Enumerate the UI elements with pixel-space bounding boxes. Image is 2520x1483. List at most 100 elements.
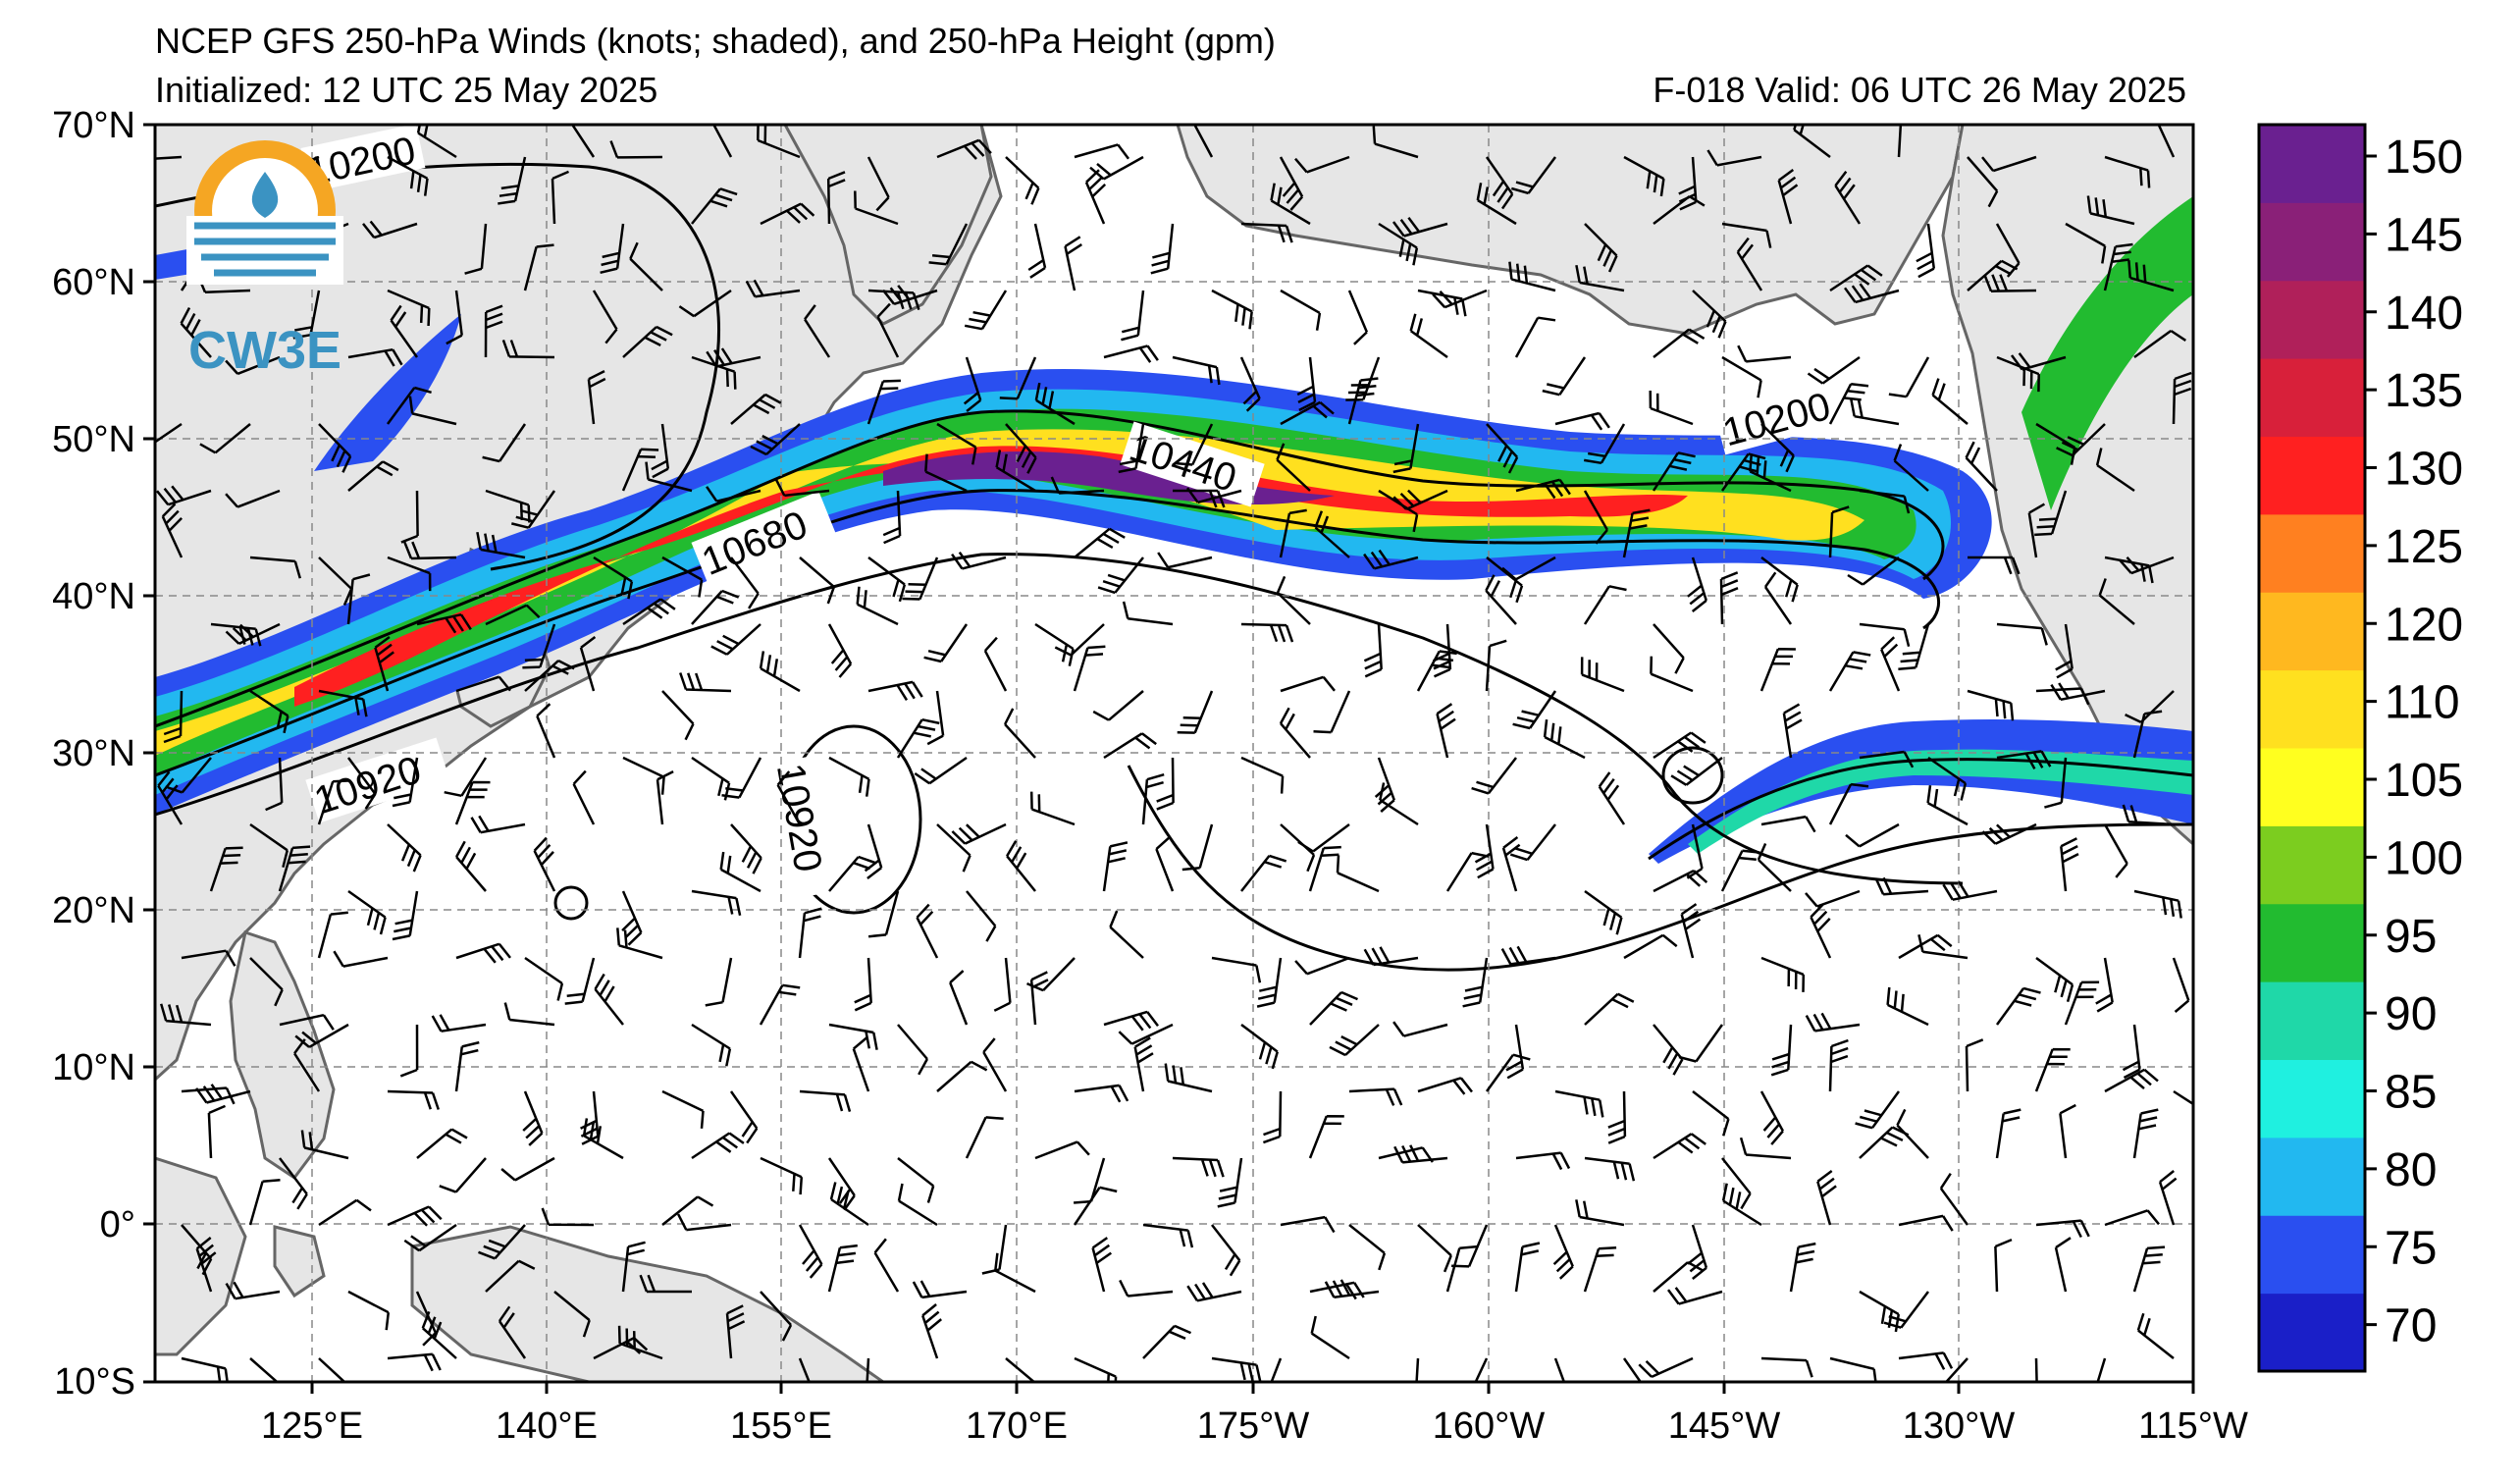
wind-barb <box>1509 823 1556 862</box>
wind-barb <box>1485 1053 1531 1092</box>
wind-barb <box>882 285 938 305</box>
wind-barb <box>1279 156 1304 211</box>
wind-barb <box>1554 1089 1604 1118</box>
wind-barb <box>484 304 503 358</box>
lon-label-125e: 125°E <box>261 1405 363 1447</box>
wind-barb <box>1329 1024 1380 1057</box>
contour-southern <box>1127 765 2193 972</box>
wind-barb <box>1575 1199 1625 1227</box>
wind-barb <box>387 289 431 327</box>
wind-barb <box>1805 889 1861 908</box>
wind-barb <box>2065 222 2107 264</box>
wind-barb <box>2035 687 2090 706</box>
colorbar-swatch <box>2259 125 2365 203</box>
wind-barb <box>1485 574 1517 625</box>
wind-barb <box>1505 1024 1525 1080</box>
wind-barb <box>691 1132 745 1160</box>
map-title: NCEP GFS 250-hPa Winds (knots; shaded), … <box>155 21 1276 61</box>
wind-barb <box>408 396 457 426</box>
wind-barb <box>1898 623 1930 670</box>
wind-barb <box>1336 855 1380 893</box>
wind-barb <box>180 307 212 358</box>
wind-barb <box>1623 933 1678 960</box>
colorbar-swatch <box>2259 592 2365 671</box>
wind-barb <box>1034 1140 1090 1160</box>
wind-barb <box>2059 1103 2076 1159</box>
colorbar-swatch <box>2259 825 2365 905</box>
wind-barb <box>1363 549 1419 570</box>
wind-barb <box>1789 1242 1816 1293</box>
colorbar-swatch <box>2259 513 2365 593</box>
wind-barb <box>711 125 733 158</box>
wind-barb <box>318 1357 346 1382</box>
wind-barb <box>679 672 732 693</box>
wind-barb <box>1005 423 1037 474</box>
wind-barb <box>661 690 695 741</box>
wind-barb <box>1280 1215 1336 1234</box>
wind-barb <box>1760 1356 1813 1378</box>
wind-barb <box>1898 1351 1954 1370</box>
wind-barb <box>1757 843 1792 892</box>
wind-barb <box>564 957 596 1005</box>
wind-barb <box>1678 156 1698 211</box>
wind-barb <box>399 1024 419 1078</box>
wind-barb <box>1280 289 1322 331</box>
wind-barb <box>249 957 284 1007</box>
wind-barb <box>1296 356 1317 412</box>
wind-barb <box>1874 876 1929 896</box>
wind-barb <box>446 290 463 345</box>
wind-barb <box>1515 478 1571 500</box>
wind-barb <box>826 171 846 225</box>
wind-barb <box>1314 510 1350 558</box>
wind-barb <box>362 220 418 239</box>
wind-barb <box>676 1213 732 1232</box>
wind-barb <box>1192 125 1214 158</box>
wind-barb <box>1584 1156 1636 1182</box>
wind-barb <box>1073 1186 1118 1226</box>
wind-barb <box>1262 1090 1283 1144</box>
wind-barb <box>1510 156 1557 195</box>
wind-barb <box>1542 356 1587 397</box>
wind-barb <box>936 823 971 873</box>
wind-barb <box>1843 283 1900 304</box>
wind-barb <box>1834 170 1862 225</box>
wind-barb <box>579 636 597 692</box>
wind-barb <box>1074 527 1126 558</box>
wind-barb <box>1847 556 1900 586</box>
wind-barb <box>1720 849 1760 892</box>
wind-barb <box>621 1241 646 1293</box>
wind-barb <box>1308 845 1341 892</box>
lon-label-160w: 160°W <box>1433 1405 1546 1447</box>
wind-barb <box>1720 452 1766 492</box>
wind-barb <box>1829 264 1883 292</box>
wind-barb <box>854 957 872 1012</box>
wind-barb <box>1721 222 1772 248</box>
wind-barb <box>1109 910 1144 959</box>
wind-barb <box>1476 183 1517 226</box>
lat-label-70n: 70°N <box>52 105 135 146</box>
wind-barb <box>387 1089 440 1110</box>
wind-barb <box>1054 623 1105 657</box>
wind-barb <box>661 1195 714 1226</box>
wind-barb <box>482 423 527 463</box>
axis-ticks <box>143 123 2195 1394</box>
wind-barb <box>926 690 945 746</box>
wind-barb <box>2104 556 2154 584</box>
wind-barb <box>1379 782 1419 826</box>
wind-barb <box>1074 1084 1129 1103</box>
wind-barb <box>2054 1237 2072 1293</box>
wind-barb <box>710 623 761 656</box>
wind-barb <box>1653 1261 1705 1293</box>
wind-barb <box>1211 1224 1241 1277</box>
wind-barb <box>1172 1156 1225 1178</box>
wind-barb <box>914 756 968 785</box>
wind-barb <box>759 983 801 1026</box>
wind-barb <box>594 973 624 1026</box>
wind-barb <box>1584 889 1623 935</box>
wind-barb <box>572 769 596 825</box>
wind-barb <box>2034 1047 2071 1092</box>
lat-label-40n: 40°N <box>52 576 135 617</box>
wind-barb <box>1409 313 1448 359</box>
wind-barb <box>1280 400 1335 426</box>
wind-barb <box>157 770 184 825</box>
